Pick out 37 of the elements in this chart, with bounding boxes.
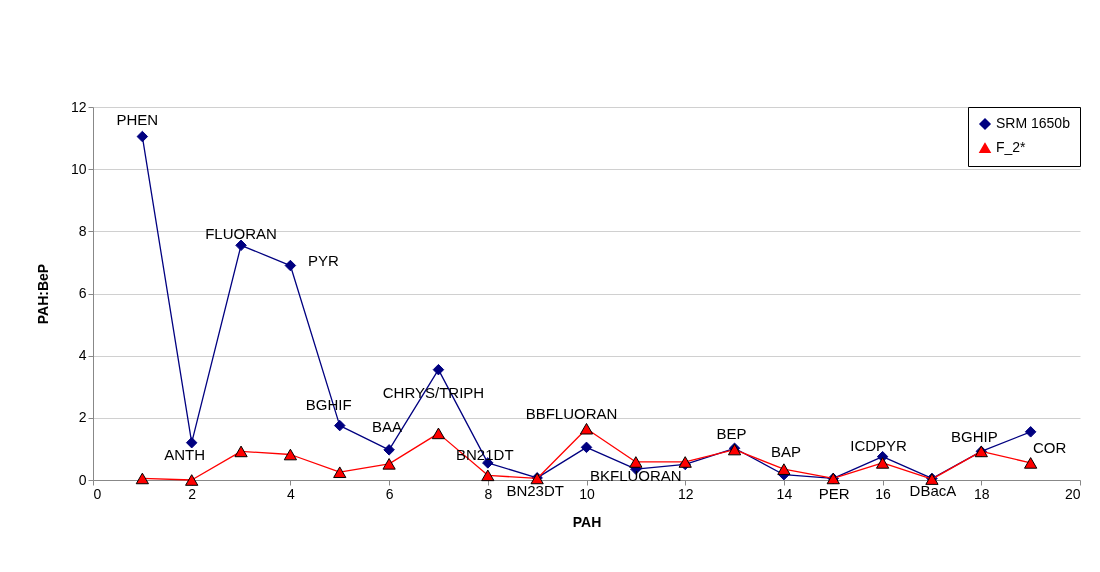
x-tick-label: 18 <box>974 485 990 502</box>
x-tick-label: 12 <box>677 485 694 502</box>
x-tick-label: 14 <box>776 485 793 502</box>
x-tick-label: 20 <box>1064 485 1081 502</box>
legend-label: SRM 1650b <box>996 115 1071 131</box>
y-tick-label: 4 <box>78 347 87 364</box>
annotation: BAP <box>770 443 801 461</box>
annotation: BBFLUORAN <box>525 404 618 422</box>
y-tick-label: 0 <box>78 471 87 488</box>
annotation: ICDPYR <box>850 436 908 454</box>
annotation: BEP <box>716 425 747 443</box>
annotation: ANTH <box>164 445 206 463</box>
x-tick-label: 4 <box>287 485 295 502</box>
annotation: BKFLUORAN <box>590 467 682 485</box>
y-tick-label: 12 <box>70 98 87 115</box>
annotation: PHEN <box>116 110 159 128</box>
annotation: BN23DT <box>506 481 564 499</box>
annotation: PYR <box>307 251 339 269</box>
x-axis-title: PAH <box>572 513 602 530</box>
annotation: BGHIP <box>950 428 998 446</box>
annotation: COR <box>1032 438 1067 456</box>
y-tick-label: 6 <box>78 285 87 301</box>
x-tick-label: 8 <box>484 485 493 502</box>
annotation: FLUORAN <box>205 225 277 243</box>
x-tick-label: 6 <box>385 485 394 502</box>
x-tick-label: 16 <box>875 485 892 502</box>
y-tick-label: 10 <box>70 160 87 177</box>
y-tick-label: 2 <box>78 409 87 426</box>
x-tick-label: 10 <box>579 485 595 502</box>
annotation: PER <box>818 485 850 503</box>
y-tick-label: 8 <box>78 222 87 239</box>
x-tick-label: 0 <box>93 485 102 502</box>
x-tick-label: 2 <box>188 485 197 502</box>
annotation: BAA <box>372 417 403 435</box>
legend-label: F_2* <box>996 139 1027 155</box>
annotation: DBacA <box>909 482 957 500</box>
y-axis-title: PAH:BeP <box>34 263 51 325</box>
